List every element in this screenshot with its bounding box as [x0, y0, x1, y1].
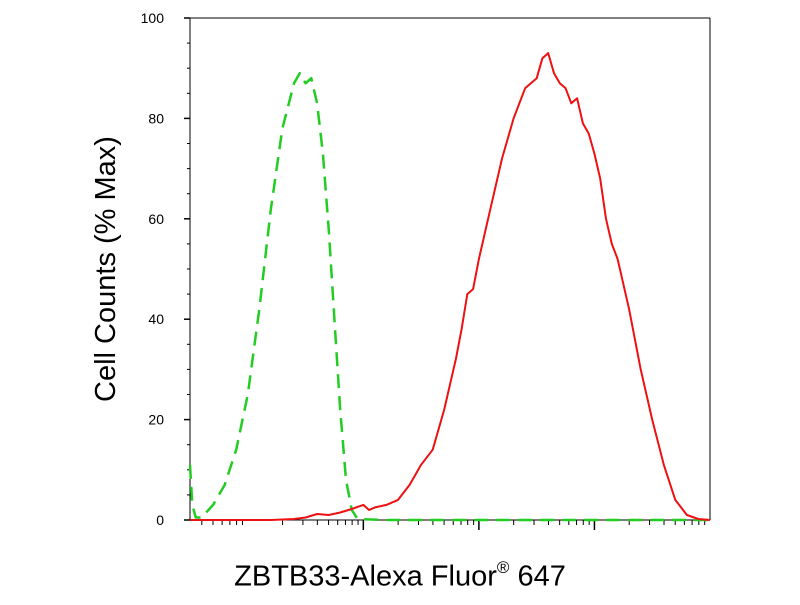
stained-histogram-line [190, 52, 711, 521]
x-axis-title-suffix: 647 [509, 560, 566, 593]
y-axis-title: Cell Counts (% Max) [90, 136, 122, 402]
y-tick-label: 0 [156, 512, 164, 528]
control-histogram-line [188, 71, 710, 522]
x-axis-title-superscript: ® [496, 558, 510, 577]
y-tick-label: 100 [141, 10, 165, 26]
y-tick-label: 40 [148, 311, 164, 327]
y-tick-label: 60 [148, 211, 164, 227]
x-axis-title-text: ZBTB33-Alexa Fluor [234, 560, 497, 593]
y-tick-label: 80 [148, 110, 164, 126]
x-axis-title: ZBTB33-Alexa Fluor® 647 [0, 558, 800, 594]
y-tick-label: 20 [148, 412, 164, 428]
